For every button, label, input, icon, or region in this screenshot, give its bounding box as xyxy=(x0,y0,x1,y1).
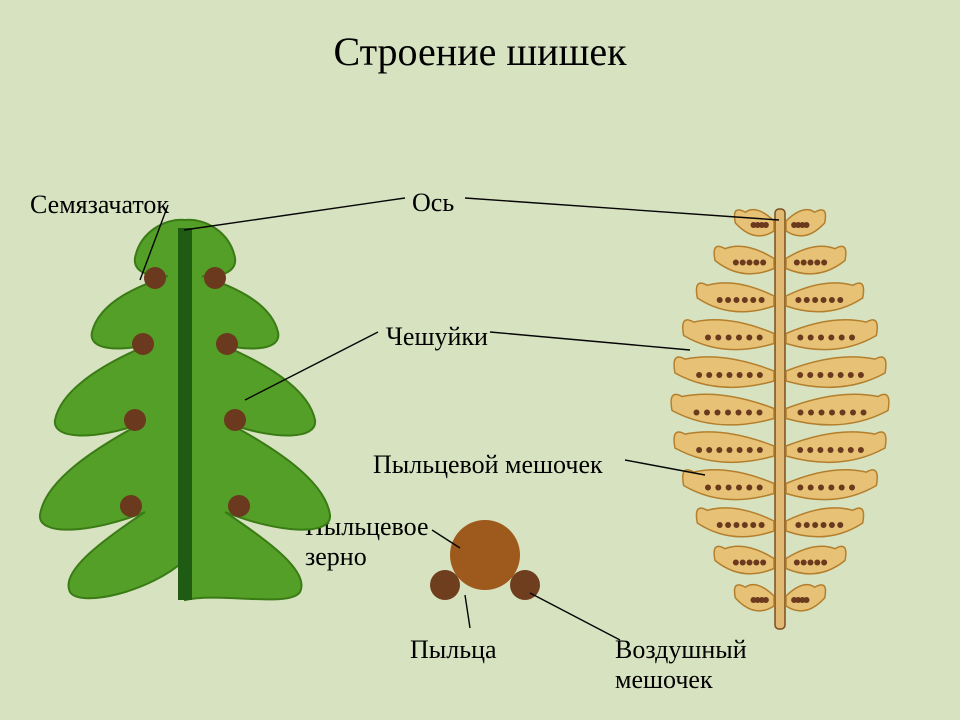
pollen-grain-figure xyxy=(430,520,540,600)
male-cone xyxy=(671,209,889,629)
diagram-svg xyxy=(0,0,960,720)
female-cone xyxy=(40,220,330,600)
